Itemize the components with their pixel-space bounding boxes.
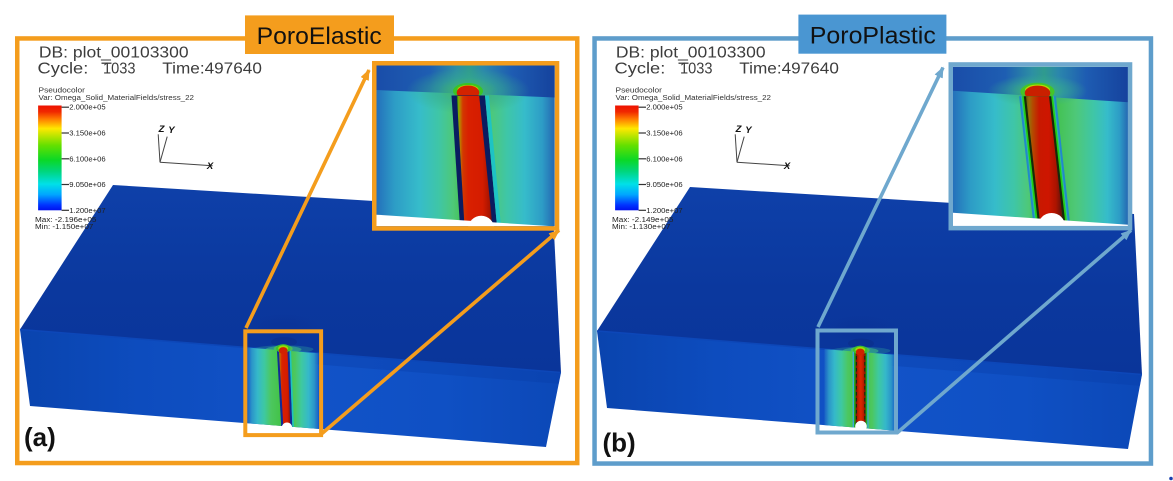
svg-text:1.200e+07: 1.200e+07	[646, 206, 682, 215]
svg-text:Pseudocolor: Pseudocolor	[39, 88, 86, 95]
svg-text:Time:497640: Time:497640	[162, 61, 262, 78]
svg-text:9.050e+06: 9.050e+06	[646, 180, 682, 189]
svg-text:9.050e+06: 9.050e+06	[69, 180, 105, 189]
svg-text:2.000e+05: 2.000e+05	[646, 103, 682, 112]
svg-text:2.000e+05: 2.000e+05	[69, 103, 105, 112]
svg-text:Pseudocolor: Pseudocolor	[616, 88, 663, 95]
svg-text:Cycle:: Cycle:	[615, 61, 666, 78]
svg-text:Z: Z	[735, 124, 743, 135]
svg-text:1033: 1033	[680, 61, 713, 78]
svg-text:Var: Omega_Solid_MaterialField: Var: Omega_Solid_MaterialFields/stress_2…	[39, 95, 195, 102]
svg-text:6.100e+06: 6.100e+06	[646, 154, 682, 163]
svg-text:Max: -2.196e+05: Max: -2.196e+05	[35, 215, 96, 224]
svg-text:1.200e+07: 1.200e+07	[69, 206, 105, 215]
svg-text:Max: -2.149e+05: Max: -2.149e+05	[612, 215, 673, 224]
svg-text:(b): (b)	[603, 428, 636, 458]
svg-text:Min: -1.150e+07: Min: -1.150e+07	[35, 222, 93, 231]
svg-text:Time:497640: Time:497640	[739, 61, 839, 78]
svg-text:X: X	[783, 161, 791, 172]
svg-text:Var: Omega_Solid_MaterialField: Var: Omega_Solid_MaterialFields/stress_2…	[616, 95, 772, 102]
svg-text:PoroElastic: PoroElastic	[257, 23, 382, 50]
svg-text:Cycle:: Cycle:	[38, 61, 89, 78]
svg-text:3.150e+06: 3.150e+06	[646, 129, 682, 138]
svg-text:Y: Y	[745, 125, 753, 136]
svg-text:Z: Z	[158, 124, 166, 135]
svg-text:1033: 1033	[103, 61, 136, 78]
svg-text:X: X	[206, 161, 214, 172]
svg-text:(a): (a)	[24, 422, 56, 452]
svg-text:DB: plot_00103300: DB: plot_00103300	[616, 44, 766, 61]
svg-text:6.100e+06: 6.100e+06	[69, 154, 105, 163]
svg-text:Y: Y	[168, 125, 176, 136]
svg-text:3.150e+06: 3.150e+06	[69, 129, 105, 138]
svg-text:PoroPlastic: PoroPlastic	[810, 23, 936, 50]
svg-text:Min: -1.130e+07: Min: -1.130e+07	[612, 222, 670, 231]
svg-text:DB: plot_00103300: DB: plot_00103300	[39, 44, 189, 61]
